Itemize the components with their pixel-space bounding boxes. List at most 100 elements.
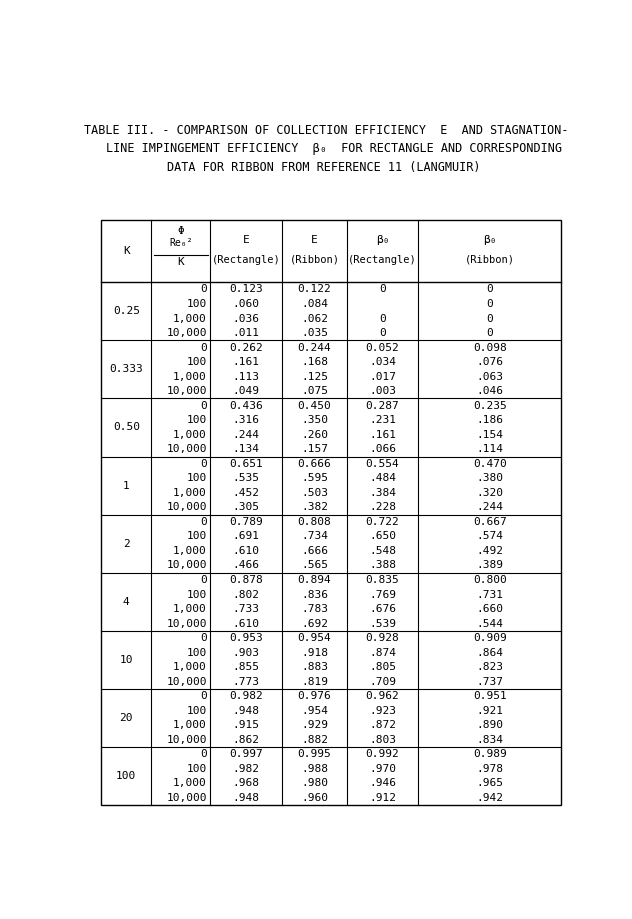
Text: 0.450: 0.450 [298,401,331,411]
Text: 0: 0 [486,328,493,338]
Bar [101,220,561,805]
Text: LINE IMPINGEMENT EFFICIENCY  β₀  FOR RECTANGLE AND CORRESPONDING: LINE IMPINGEMENT EFFICIENCY β₀ FOR RECTA… [106,142,562,155]
Text: .819: .819 [301,676,328,686]
Text: 10,000: 10,000 [166,618,207,629]
Text: .535: .535 [233,473,260,483]
Text: 10,000: 10,000 [166,735,207,744]
Text: .836: .836 [301,590,328,599]
Text: K: K [123,246,130,256]
Text: 100: 100 [186,648,207,658]
Text: .114: .114 [476,444,503,454]
Text: .157: .157 [301,444,328,454]
Text: .161: .161 [369,430,396,440]
Text: .948: .948 [233,793,260,803]
Text: 100: 100 [186,357,207,367]
Text: 1,000: 1,000 [173,720,207,731]
Text: .783: .783 [301,604,328,614]
Text: Re₀²: Re₀² [169,238,193,248]
Text: 1,000: 1,000 [173,488,207,498]
Text: .063: .063 [476,371,503,381]
Text: 0.954: 0.954 [298,633,331,643]
Text: .452: .452 [233,488,260,498]
Text: 0.123: 0.123 [229,285,263,294]
Text: 1,000: 1,000 [173,371,207,381]
Text: .244: .244 [233,430,260,440]
Text: 0.554: 0.554 [365,459,399,469]
Text: .929: .929 [301,720,328,731]
Text: .769: .769 [369,590,396,599]
Text: .036: .036 [233,313,260,323]
Text: .676: .676 [369,604,396,614]
Text: 10,000: 10,000 [166,561,207,571]
Text: .017: .017 [369,371,396,381]
Text: E: E [311,234,318,244]
Text: .691: .691 [233,531,260,541]
Text: .709: .709 [369,676,396,686]
Text: .125: .125 [301,371,328,381]
Text: 0.909: 0.909 [473,633,507,643]
Text: 0.052: 0.052 [365,343,399,353]
Text: 0: 0 [200,516,207,527]
Text: 0.122: 0.122 [298,285,331,294]
Text: 100: 100 [186,531,207,541]
Text: 1,000: 1,000 [173,430,207,440]
Text: 1,000: 1,000 [173,546,207,556]
Text: .466: .466 [233,561,260,571]
Text: .948: .948 [233,706,260,716]
Text: .890: .890 [476,720,503,731]
Text: 0.800: 0.800 [473,575,507,585]
Text: .003: .003 [369,386,396,396]
Text: .923: .923 [369,706,396,716]
Text: .692: .692 [301,618,328,629]
Text: .737: .737 [476,676,503,686]
Text: 0: 0 [200,749,207,759]
Text: .982: .982 [233,764,260,774]
Text: .883: .883 [301,663,328,672]
Text: .228: .228 [369,503,396,513]
Text: .918: .918 [301,648,328,658]
Text: 0.953: 0.953 [229,633,263,643]
Text: 2: 2 [123,539,130,549]
Text: 0.878: 0.878 [229,575,263,585]
Text: 10: 10 [119,655,133,665]
Text: .874: .874 [369,648,396,658]
Text: 0: 0 [200,691,207,701]
Text: .113: .113 [233,371,260,381]
Text: (Ribbon): (Ribbon) [289,255,339,265]
Text: .574: .574 [476,531,503,541]
Text: .565: .565 [301,561,328,571]
Text: .380: .380 [476,473,503,483]
Text: E: E [243,234,250,244]
Text: 100: 100 [116,771,137,781]
Text: 0.995: 0.995 [298,749,331,759]
Text: 0: 0 [200,343,207,353]
Text: .864: .864 [476,648,503,658]
Text: .960: .960 [301,793,328,803]
Text: .388: .388 [369,561,396,571]
Text: .075: .075 [301,386,328,396]
Text: .066: .066 [369,444,396,454]
Text: .802: .802 [233,590,260,599]
Text: .666: .666 [301,546,328,556]
Text: .915: .915 [233,720,260,731]
Text: .954: .954 [301,706,328,716]
Text: 0.262: 0.262 [229,343,263,353]
Text: .988: .988 [301,764,328,774]
Text: 10,000: 10,000 [166,444,207,454]
Text: .084: .084 [301,299,328,309]
Text: .942: .942 [476,793,503,803]
Text: 0.808: 0.808 [298,516,331,527]
Text: .823: .823 [476,663,503,672]
Text: 0.928: 0.928 [365,633,399,643]
Text: 0: 0 [486,299,493,309]
Text: (Rectangle): (Rectangle) [348,255,417,265]
Text: 0: 0 [200,401,207,411]
Text: 1,000: 1,000 [173,313,207,323]
Text: .492: .492 [476,546,503,556]
Text: 0.50: 0.50 [112,423,140,433]
Text: .872: .872 [369,720,396,731]
Text: 0.098: 0.098 [473,343,507,353]
Text: .389: .389 [476,561,503,571]
Text: K: K [178,257,185,267]
Text: 100: 100 [186,415,207,425]
